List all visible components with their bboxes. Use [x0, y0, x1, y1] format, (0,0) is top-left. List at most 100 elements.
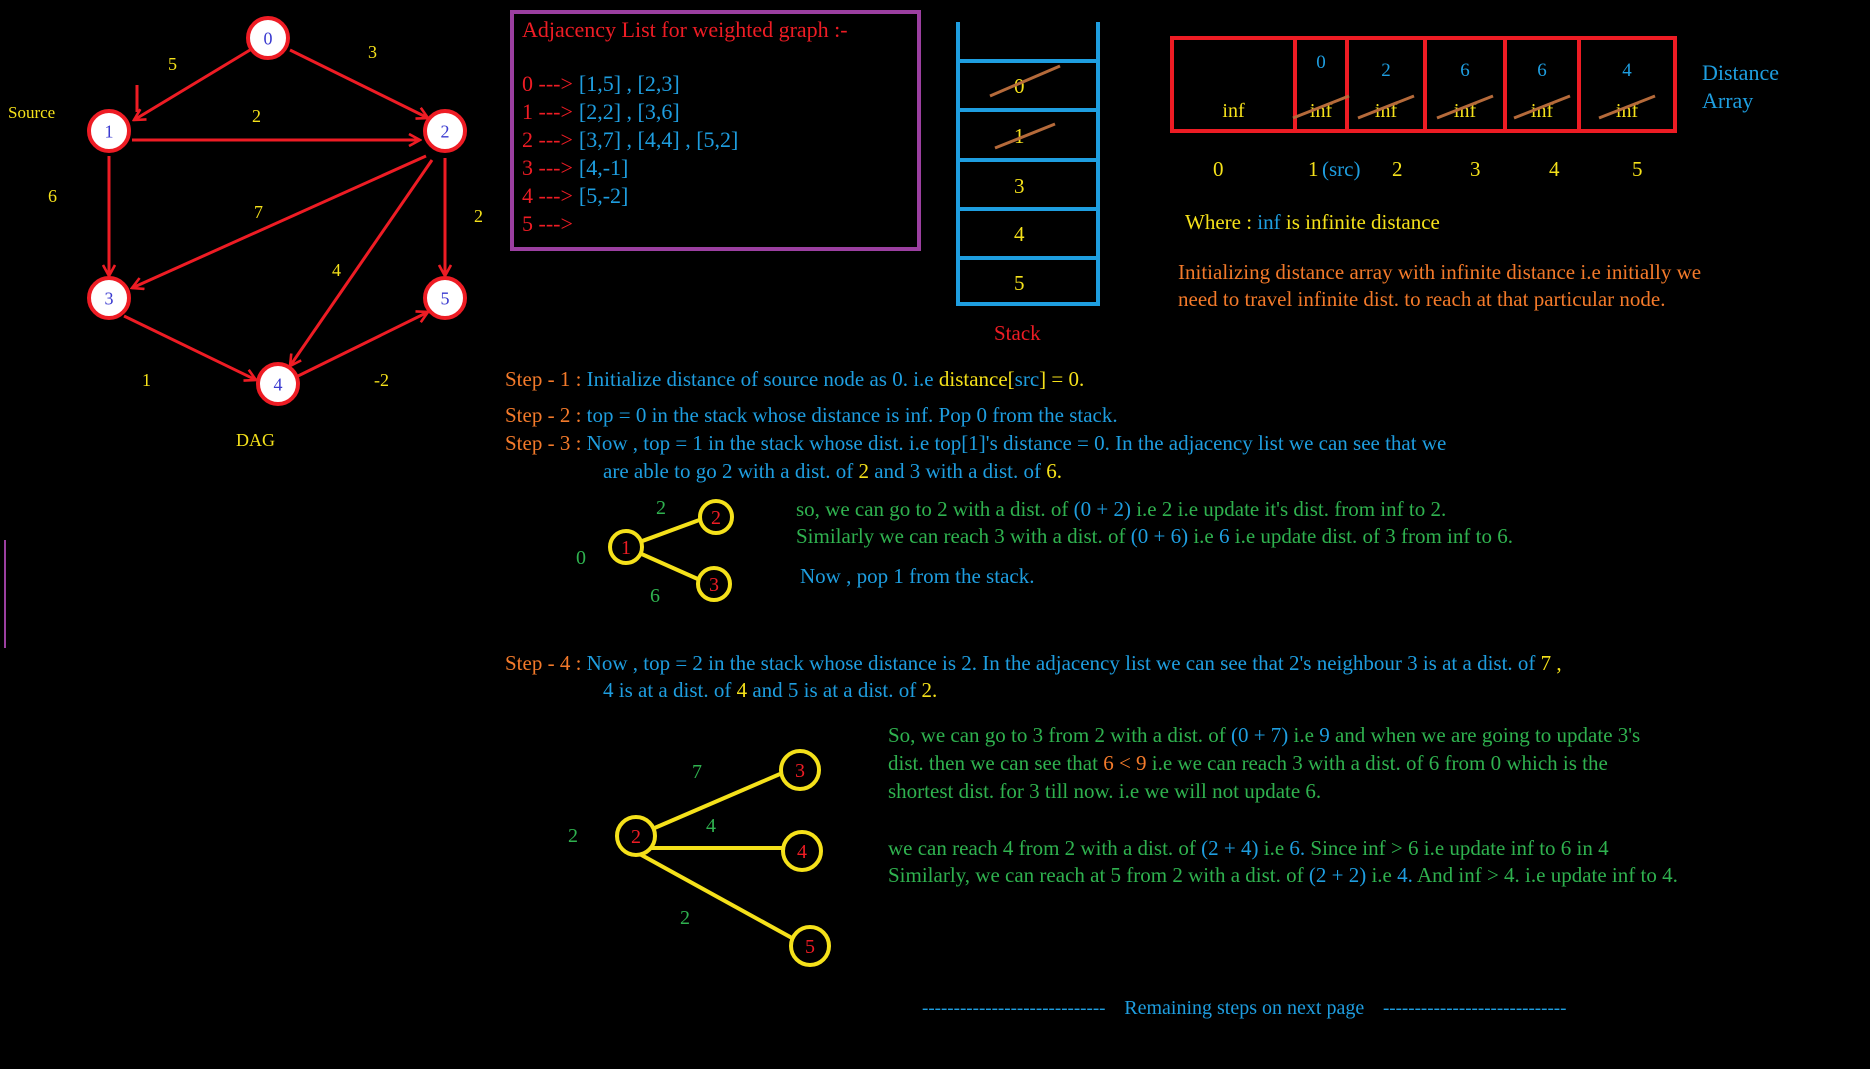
distance-cell-new-3: 6	[1460, 60, 1470, 81]
adjacency-row-4: 4 ---> [5,-2]	[522, 183, 628, 208]
dag-node-1: 1	[87, 109, 131, 153]
step-4-line-1: Step - 4 : Now , top = 2 in the stack wh…	[505, 651, 1562, 675]
edge-2-4	[290, 159, 434, 366]
dag-node-4-label: 4	[274, 374, 283, 394]
d4-para-5: Similarly, we can reach at 5 from 2 with…	[888, 863, 1678, 887]
stack-item-1: 1	[1014, 124, 1025, 148]
d3-pop-note: Now , pop 1 from the stack.	[800, 564, 1034, 588]
distance-strike-3	[1436, 94, 1494, 120]
steps-text: Step - 1 : Initialize distance of source…	[505, 367, 1562, 702]
dag-node-5-label: 5	[441, 288, 450, 308]
d3-explain-1: so, we can go to 2 with a dist. of (0 + …	[796, 497, 1446, 521]
distance-index-5: 5	[1632, 157, 1643, 181]
adjacency-row-2: 2 ---> [3,7] , [4,4] , [5,2]	[522, 127, 738, 152]
distance-cell-new-2: 2	[1381, 60, 1391, 81]
distance-index-0: 0	[1213, 157, 1224, 181]
dag-node-0-label: 0	[264, 28, 273, 48]
d4-weight-bottom: 2	[680, 907, 690, 929]
distance-strike-2	[1357, 94, 1415, 120]
dag-weight-1-2: 2	[252, 106, 261, 126]
step4-node-4: 4	[781, 830, 823, 872]
where-note: Where : inf is infinite distance	[1185, 210, 1440, 234]
dag-weight-2-5: 2	[474, 206, 483, 226]
dag-weight-3-4: 1	[142, 370, 151, 390]
edge-2-3	[132, 154, 427, 288]
adjacency-list-box: Adjacency List for weighted graph :- 0 -…	[510, 10, 921, 251]
d4-para-3: shortest dist. for 3 till now. i.e we wi…	[888, 779, 1321, 803]
d4-dist-label: 2	[568, 825, 578, 847]
footer-note: ----------------------------- Remaining …	[922, 997, 1566, 1019]
step4-node-2: 2	[615, 815, 657, 857]
adjacency-row-5: 5 --->	[522, 211, 573, 236]
step-4-line-2: 4 is at a dist. of 4 and 5 is at a dist.…	[603, 678, 937, 702]
dag-node-5: 5	[423, 276, 467, 320]
dag-node-0: 0	[246, 16, 290, 60]
step-3-line-2: are able to go 2 with a dist. of 2 and 3…	[603, 459, 1062, 483]
step-1: Step - 1 : Initialize distance of source…	[505, 367, 1084, 391]
distance-cell-new-5: 4	[1622, 60, 1632, 81]
step3-diagram: 1 2 3 0 2 6 so, we can go to 2 with a dist…	[576, 497, 1513, 607]
step4-node-3-label: 3	[795, 760, 805, 782]
adjacency-row-1: 1 ---> [2,2] , [3,6]	[522, 99, 680, 124]
stack-strike-0	[989, 64, 1061, 98]
adjacency-row-3: 3 ---> [4,-1]	[522, 155, 628, 180]
d4-para-1: So, we can go to 3 from 2 with a dist. o…	[888, 723, 1640, 747]
step4-node-3: 3	[779, 749, 821, 791]
step4-node-5-label: 5	[805, 936, 815, 958]
distance-cell-new-1: 0	[1316, 52, 1326, 73]
dag-weight-2-3: 7	[254, 202, 263, 222]
d3-weight-bottom: 6	[650, 585, 660, 607]
stack-item-4: 4	[1014, 222, 1025, 246]
step4-node-4-label: 4	[797, 841, 807, 863]
distance-index-3: 3	[1470, 157, 1481, 181]
dag-weight-1-3: 6	[48, 186, 57, 206]
step3-node-3: 3	[696, 566, 732, 602]
dag-node-2: 2	[423, 109, 467, 153]
step4-node-5: 5	[789, 925, 831, 967]
adjacency-title: Adjacency List for weighted graph :-	[522, 17, 848, 42]
distance-strike-1	[1292, 94, 1350, 120]
step3-node-1-label: 1	[621, 537, 631, 559]
step3-node-3-label: 3	[709, 574, 719, 596]
edge-3-4	[123, 314, 256, 380]
edge-0-2	[289, 48, 428, 118]
d4-para-2: dist. then we can see that 6 < 9 i.e we …	[888, 751, 1608, 775]
dag-graph: 0 1 2 3 4 5 5 3 2 6 7 2 4 1 -2 Source DAG	[8, 16, 483, 450]
init-note-2: need to travel infinite dist. to reach a…	[1178, 287, 1665, 311]
stack-item-3: 3	[1014, 174, 1025, 198]
d3-explain-2: Similarly we can reach 3 with a dist. of…	[796, 524, 1513, 548]
distance-cell-0: inf	[1222, 100, 1245, 122]
stack-item-5: 5	[1014, 271, 1025, 295]
distance-index-1: 1	[1308, 157, 1319, 181]
edge-4-5	[297, 312, 428, 378]
dag-node-1-label: 1	[105, 121, 114, 141]
dag-node-3-label: 3	[105, 288, 114, 308]
step4-diagram: 2 3 4 5 2 7 4 2 So, we can go to 3 from 2 w…	[568, 723, 1678, 967]
dag-node-4: 4	[256, 362, 300, 406]
distance-label-1: Distance	[1702, 60, 1779, 85]
step3-node-1: 1	[608, 529, 644, 565]
dag-node-2-label: 2	[441, 121, 450, 141]
init-note-1: Initializing distance array with infinit…	[1178, 260, 1701, 284]
stack-label: Stack	[994, 321, 1041, 345]
step-2: Step - 2 : top = 0 in the stack whose di…	[505, 403, 1118, 427]
dag-weight-0-2: 3	[368, 42, 377, 62]
adjacency-row-0: 0 ---> [1,5] , [2,3]	[522, 71, 680, 96]
step3-node-2-label: 2	[711, 507, 721, 529]
edge-0-1	[134, 48, 251, 120]
step4-node-2-label: 2	[631, 826, 641, 848]
step3-node-2: 2	[698, 499, 734, 535]
distance-cell-new-4: 6	[1537, 60, 1547, 81]
d3-weight-top: 2	[656, 497, 666, 519]
dag-caption: DAG	[236, 430, 275, 450]
step-3-line-1: Step - 3 : Now , top = 1 in the stack wh…	[505, 431, 1446, 455]
stack-strike-1	[994, 122, 1056, 150]
src-tag: (src)	[1322, 157, 1360, 181]
stack-item-0: 0	[1014, 74, 1025, 98]
